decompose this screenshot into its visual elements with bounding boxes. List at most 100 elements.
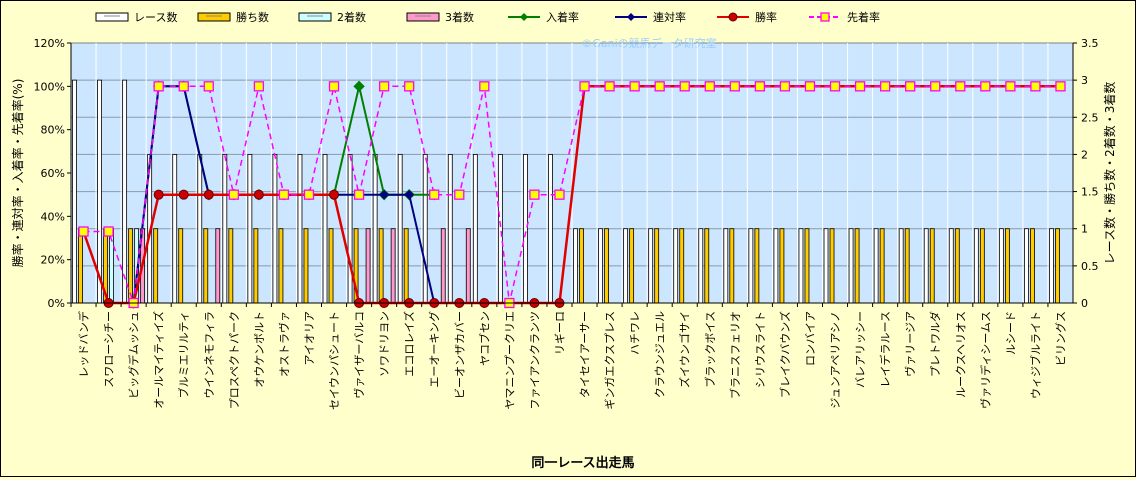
marker-先着率-32 xyxy=(879,81,891,92)
bar-レース数-16 xyxy=(472,154,478,304)
marker-先着率-7 xyxy=(253,81,265,92)
y-tick-left-label: 120% xyxy=(34,37,65,50)
bar-レース数-22 xyxy=(623,228,629,304)
bar-レース数-37 xyxy=(998,228,1004,304)
marker-先着率-1 xyxy=(103,226,114,237)
x-tick-label: ウィジブルライト xyxy=(1028,311,1042,399)
bar-勝ち数-35 xyxy=(954,228,960,304)
marker-連対率-13 xyxy=(404,189,414,200)
x-tick-label: ヴァイザーバルコ xyxy=(352,311,366,399)
x-tick-label: ブラックボイス xyxy=(703,311,717,388)
x-tick-label: オストラヴァ xyxy=(277,311,291,377)
x-tick-label: オールマイティイズ xyxy=(152,311,166,409)
x-tick-label: バレアリッシー xyxy=(854,311,867,388)
bar-勝ち数-25 xyxy=(704,228,710,304)
bar-レース数-9 xyxy=(297,154,303,304)
legend-label: レース数 xyxy=(134,11,177,24)
x-tick-label: ブルミエリルティ xyxy=(177,311,191,398)
bar-勝ち数-3 xyxy=(153,228,159,304)
x-tick-label: プロスペクトパーク xyxy=(228,311,241,409)
x-tick-label: ズイウンゴサイ xyxy=(678,311,692,388)
x-tick-label: ルシード xyxy=(1004,311,1017,355)
x-tick-label: レイデラルース xyxy=(878,311,892,387)
bar-勝ち数-29 xyxy=(804,228,810,304)
x-tick-label: ビリングス xyxy=(1053,311,1067,366)
bar-勝ち数-8 xyxy=(278,228,284,304)
marker-勝率-7 xyxy=(253,189,264,200)
legend-label: 入着率 xyxy=(546,10,579,24)
x-tick-label: エコロレイズ xyxy=(402,311,416,377)
x-tick-label: ブラニスフェリオ xyxy=(728,311,742,399)
bar-勝ち数-0 xyxy=(78,228,83,304)
y-tick-right-label: 2 xyxy=(1081,148,1088,161)
x-tick-label: ウインネモフィラ xyxy=(203,311,216,399)
x-tick-label: ビッグデムッシュ xyxy=(127,311,141,399)
bar-勝ち数-13 xyxy=(403,228,409,304)
bar-勝ち数-37 xyxy=(1004,228,1010,304)
marker-先着率-10 xyxy=(328,81,340,92)
x-tick-label: リギーロ xyxy=(553,311,566,355)
x-axis-label: 同一レース出走馬 xyxy=(531,455,634,471)
y-tick-left-label: 40% xyxy=(41,210,65,223)
marker-先着率-29 xyxy=(804,81,816,92)
bar-レース数-4 xyxy=(172,154,178,304)
legend-swatch xyxy=(298,12,332,22)
x-tick-label: ファイアンクランツ xyxy=(528,311,541,410)
marker-連対率-12 xyxy=(379,189,389,200)
bar-勝ち数-5 xyxy=(203,228,209,304)
legend-swatch xyxy=(95,12,129,22)
y-tick-right-label: 2.5 xyxy=(1081,111,1099,124)
watermark: ©Ganiの競馬データ研究室 xyxy=(581,36,716,50)
x-tick-label: ビーオンザカバー xyxy=(453,311,466,399)
x-tick-label: ハチワレ xyxy=(629,311,642,355)
bar-レース数-15 xyxy=(447,154,453,304)
marker-先着率-24 xyxy=(679,81,690,92)
bar-レース数-38 xyxy=(1024,228,1029,304)
bar-勝ち数-22 xyxy=(629,228,635,304)
bar-勝ち数-23 xyxy=(654,228,660,304)
bar-勝ち数-6 xyxy=(228,228,234,304)
y-tick-right-label: 0.5 xyxy=(1081,260,1099,273)
bar-レース数-39 xyxy=(1049,228,1054,304)
bar-3着数-14 xyxy=(440,228,446,304)
bar-レース数-13 xyxy=(397,154,403,304)
x-tick-label: エーオーキング xyxy=(427,311,441,388)
marker-先着率-12 xyxy=(378,81,390,92)
x-tick-label: ギンガエクスプレス xyxy=(604,311,617,410)
bar-レース数-17 xyxy=(497,154,503,304)
legend-marker xyxy=(820,12,830,22)
bar-レース数-14 xyxy=(422,154,428,304)
bar-勝ち数-12 xyxy=(378,228,384,304)
axes: 0% 20% 40% 60% 80% 100% 120% 0 0.5 1 1.5 2 2.5 3 3.5 レッ… xyxy=(34,37,1099,410)
legend-item-勝ち数: 勝ち数 xyxy=(197,10,269,24)
marker-先着率-31 xyxy=(854,81,866,92)
marker-先着率-16 xyxy=(479,81,490,92)
x-tick-label: ジュンアペリアシノ xyxy=(829,311,842,409)
y-tick-left-label: 80% xyxy=(41,124,65,137)
marker-勝率-5 xyxy=(203,189,214,200)
marker-先着率-8 xyxy=(278,189,290,200)
gridlines xyxy=(71,43,1073,303)
bar-レース数-33 xyxy=(898,228,904,304)
bar-レース数-11 xyxy=(347,154,353,304)
marker-先着率-22 xyxy=(629,81,640,92)
y-tick-left-label: 60% xyxy=(41,167,65,180)
x-tick-label: ブレイクバウンズ xyxy=(778,311,792,398)
legend-label: 連対率 xyxy=(653,10,686,24)
bar-勝ち数-34 xyxy=(929,228,935,304)
bar-レース数-34 xyxy=(923,228,929,304)
y-tick-left-label: 0% xyxy=(48,297,65,310)
bar-レース数-7 xyxy=(247,154,253,304)
legend-swatch xyxy=(197,12,231,22)
legend-swatch xyxy=(406,12,440,22)
marker-先着率-19 xyxy=(554,189,565,200)
marker-先着率-27 xyxy=(754,81,766,92)
bar-レース数-6 xyxy=(222,154,228,304)
x-tick-label: タイセイアーサー xyxy=(579,311,592,398)
marker-先着率-33 xyxy=(905,81,916,92)
y-axis-label-right: レース数・勝ち数・2着数・3着数 xyxy=(1102,82,1117,265)
legend-marker xyxy=(728,12,738,22)
bar-レース数-25 xyxy=(698,228,704,304)
marker-先着率-39 xyxy=(1055,81,1066,92)
legend-item-先着率: 先着率 xyxy=(809,10,880,24)
